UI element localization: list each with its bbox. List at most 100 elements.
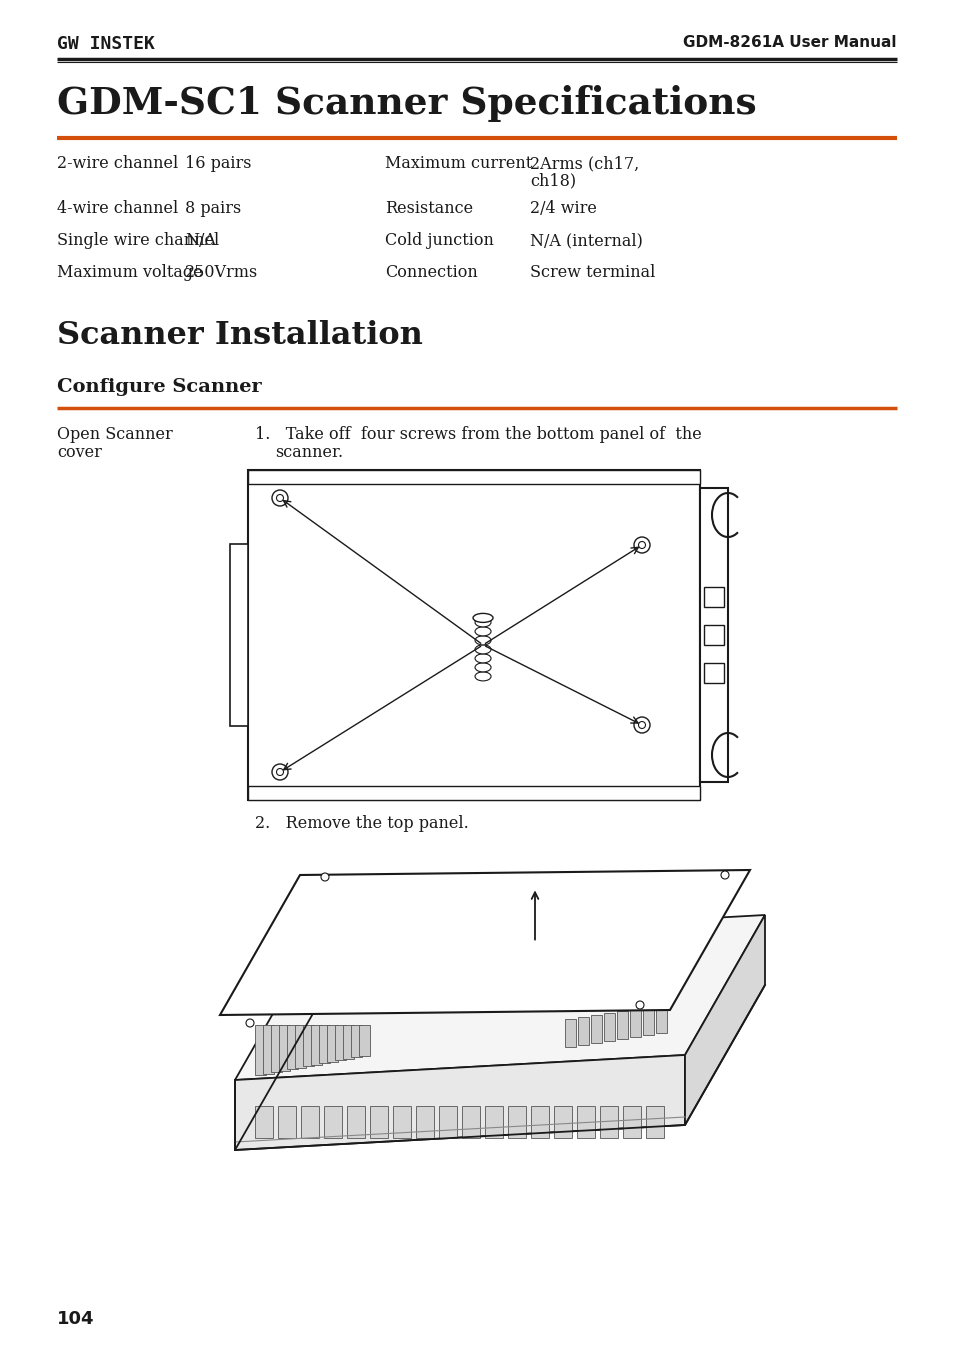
Text: 1.   Take off  four screws from the bottom panel of  the: 1. Take off four screws from the bottom … <box>254 427 701 443</box>
Bar <box>327 1025 337 1061</box>
Bar <box>254 1025 266 1075</box>
Polygon shape <box>234 915 764 1080</box>
Circle shape <box>636 1000 643 1008</box>
Text: scanner.: scanner. <box>274 444 343 460</box>
Bar <box>531 1106 548 1138</box>
Ellipse shape <box>473 613 493 622</box>
Text: Maximum current: Maximum current <box>385 155 532 171</box>
Bar <box>351 1025 361 1057</box>
Circle shape <box>272 490 288 506</box>
Text: Cold junction: Cold junction <box>385 232 494 248</box>
Ellipse shape <box>475 653 491 663</box>
Bar <box>248 470 700 801</box>
Text: Screw terminal: Screw terminal <box>530 265 655 281</box>
Bar <box>303 1025 314 1067</box>
Bar <box>287 1025 297 1069</box>
Text: Connection: Connection <box>385 265 477 281</box>
Bar <box>438 1106 456 1138</box>
Text: 2-wire channel: 2-wire channel <box>57 155 178 171</box>
Circle shape <box>272 764 288 780</box>
Circle shape <box>634 717 649 733</box>
Circle shape <box>634 537 649 554</box>
Ellipse shape <box>475 672 491 680</box>
Ellipse shape <box>475 663 491 672</box>
Ellipse shape <box>475 645 491 653</box>
Bar <box>617 1011 627 1040</box>
Bar <box>577 1106 595 1138</box>
Bar <box>656 1004 666 1033</box>
Text: Maximum voltage: Maximum voltage <box>57 265 202 281</box>
Text: Scanner Installation: Scanner Installation <box>57 320 422 351</box>
Bar <box>318 1025 330 1062</box>
Bar <box>703 587 723 608</box>
Bar <box>622 1106 640 1138</box>
Bar <box>703 625 723 645</box>
Bar <box>603 1012 615 1041</box>
Text: Single wire channel: Single wire channel <box>57 232 219 248</box>
Text: GDM-8261A User Manual: GDM-8261A User Manual <box>682 35 896 50</box>
Bar <box>324 1106 341 1138</box>
Bar <box>277 1106 295 1138</box>
Text: 104: 104 <box>57 1310 94 1328</box>
Bar <box>278 1025 290 1071</box>
Bar <box>393 1106 411 1138</box>
Bar <box>700 487 727 782</box>
Ellipse shape <box>475 636 491 645</box>
Text: ch18): ch18) <box>530 171 576 189</box>
Bar <box>347 1106 365 1138</box>
Circle shape <box>638 541 645 548</box>
Bar <box>230 544 248 726</box>
Bar <box>461 1106 479 1138</box>
Bar <box>642 1007 654 1035</box>
Bar <box>343 1025 354 1058</box>
Text: 8 pairs: 8 pairs <box>185 200 241 217</box>
Polygon shape <box>684 915 764 1125</box>
Text: 4-wire channel: 4-wire channel <box>57 200 178 217</box>
Bar <box>263 1025 274 1073</box>
Bar <box>301 1106 318 1138</box>
Circle shape <box>276 768 283 775</box>
Bar <box>254 1106 273 1138</box>
Text: N/A: N/A <box>185 232 215 248</box>
Text: 250Vrms: 250Vrms <box>185 265 258 281</box>
Circle shape <box>276 494 283 501</box>
Bar <box>703 663 723 683</box>
Bar <box>370 1106 388 1138</box>
Bar <box>416 1106 434 1138</box>
Bar <box>629 1008 640 1037</box>
Text: 16 pairs: 16 pairs <box>185 155 252 171</box>
Text: Open Scanner: Open Scanner <box>57 427 172 443</box>
Bar <box>554 1106 572 1138</box>
Bar <box>248 470 700 485</box>
Text: 2.   Remove the top panel.: 2. Remove the top panel. <box>254 815 468 832</box>
Text: N/A (internal): N/A (internal) <box>530 232 642 248</box>
Polygon shape <box>220 869 749 1015</box>
Circle shape <box>720 871 728 879</box>
Ellipse shape <box>475 626 491 636</box>
Bar <box>311 1025 322 1065</box>
Bar <box>248 786 700 801</box>
Circle shape <box>320 873 329 882</box>
Circle shape <box>246 1019 253 1027</box>
Bar <box>271 1025 282 1072</box>
Ellipse shape <box>475 618 491 626</box>
Polygon shape <box>234 1054 684 1150</box>
Text: Configure Scanner: Configure Scanner <box>57 378 261 396</box>
Text: Resistance: Resistance <box>385 200 473 217</box>
Bar <box>564 1019 576 1048</box>
Bar <box>578 1017 588 1045</box>
Bar <box>590 1015 601 1044</box>
Text: 2Arms (ch17,: 2Arms (ch17, <box>530 155 639 171</box>
Bar <box>294 1025 306 1068</box>
Bar <box>645 1106 663 1138</box>
Text: cover: cover <box>57 444 102 460</box>
Bar <box>484 1106 502 1138</box>
Text: GDM-SC1 Scanner Specifications: GDM-SC1 Scanner Specifications <box>57 85 756 122</box>
Text: GW INSTEK: GW INSTEK <box>57 35 154 53</box>
Circle shape <box>638 721 645 729</box>
Bar <box>507 1106 525 1138</box>
Bar <box>335 1025 346 1060</box>
Bar <box>599 1106 618 1138</box>
Text: 2/4 wire: 2/4 wire <box>530 200 597 217</box>
Bar <box>358 1025 370 1056</box>
